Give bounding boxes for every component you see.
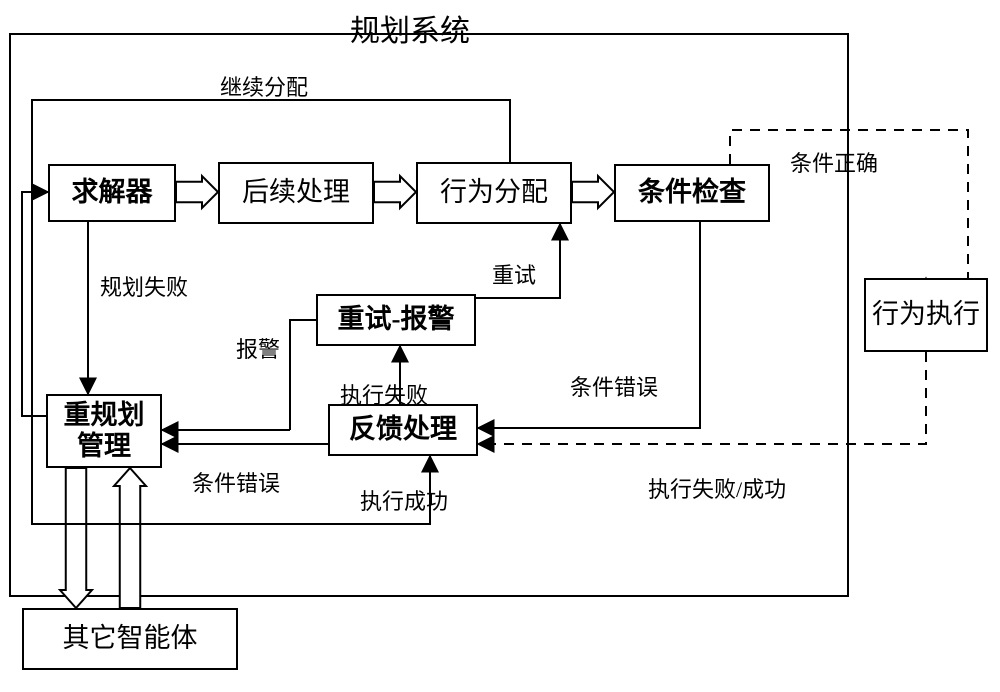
- node-agents: 其它智能体: [22, 608, 238, 670]
- node-label: 重试-报警: [338, 304, 455, 335]
- node-label: 后续处理: [242, 177, 350, 208]
- edge-label-e_plan_fail: 规划失败: [100, 270, 188, 302]
- node-label: 重规划 管理: [64, 400, 145, 462]
- edge-label-e_cond_ok: 条件正确: [790, 146, 878, 178]
- edge-label-e_cont_alloc: 继续分配: [220, 70, 308, 102]
- node-alloc: 行为分配: [416, 162, 572, 224]
- edge-label-e_cond_err2: 条件错误: [192, 466, 280, 498]
- node-feedback: 反馈处理: [328, 404, 478, 456]
- node-label: 行为分配: [440, 177, 548, 208]
- edge-label-e_retry: 重试: [492, 258, 536, 290]
- node-exec: 行为执行: [864, 278, 988, 352]
- system-title: 规划系统: [350, 6, 470, 50]
- node-replan: 重规划 管理: [46, 394, 162, 468]
- edge-label-e_alarm: 报警: [236, 332, 280, 364]
- node-label: 反馈处理: [349, 414, 457, 445]
- edge-label-e_cond_err1: 条件错误: [570, 370, 658, 402]
- edge-label-e_exec_fail: 执行失败: [340, 378, 428, 410]
- node-label: 条件检查: [638, 177, 746, 208]
- node-label: 行为执行: [872, 299, 980, 330]
- node-label: 其它智能体: [63, 623, 198, 654]
- node-retry: 重试-报警: [316, 294, 476, 346]
- diagram-canvas: 规划系统求解器 后续处理 行为分配 条件检查重试-报警反馈处理 重规划 管理 行为执行其它…: [0, 0, 1000, 692]
- node-label: 求解器: [72, 177, 153, 208]
- node-solver: 求解器: [48, 164, 176, 222]
- node-check: 条件检查: [614, 164, 770, 222]
- edge-label-e_exec_result: 执行失败/成功: [648, 472, 786, 504]
- node-post: 后续处理: [218, 162, 374, 224]
- edge-label-e_exec_ok: 执行成功: [360, 484, 448, 516]
